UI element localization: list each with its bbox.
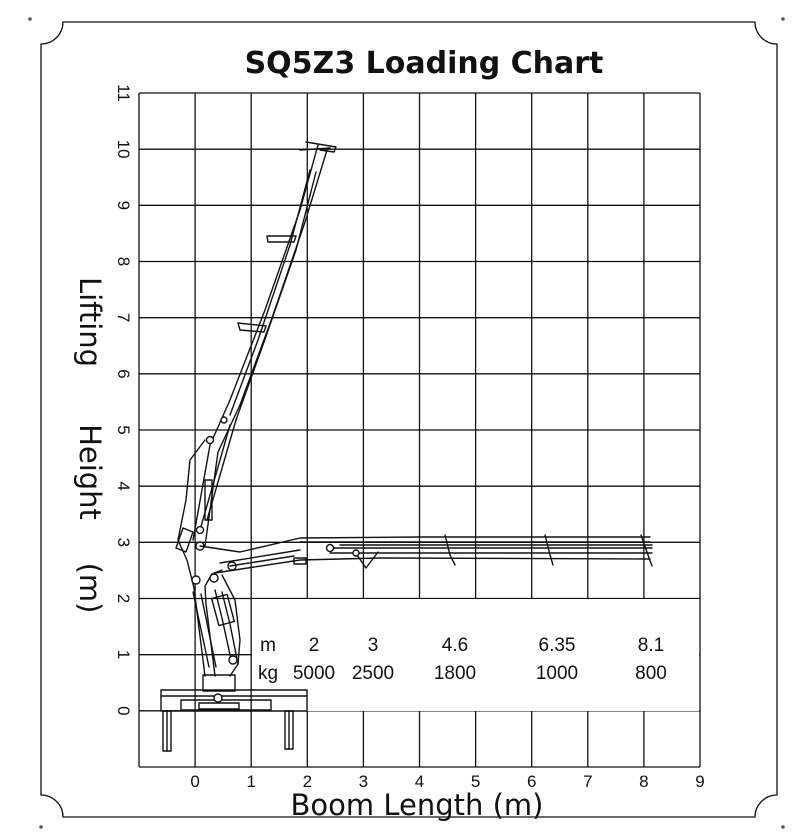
crane-base (160, 674, 308, 752)
y-tick-label: 5 (114, 425, 133, 434)
load-table-row-label: kg (258, 663, 278, 684)
y-tick-label: 11 (114, 84, 133, 102)
load-table-row-label: m (260, 635, 276, 656)
y-axis-label-line-2: Height (73, 424, 107, 520)
frame-rivet-br (781, 825, 785, 829)
load-table: m kg 2 5000 3 2500 4.6 1800 6.35 1000 8.1 800 (258, 635, 667, 684)
x-tick-label: 3 (359, 772, 368, 791)
frame-rivet-tl (28, 17, 32, 21)
y-axis-label-line-1: Lifting (73, 277, 107, 367)
x-tick-label: 4 (415, 772, 424, 791)
raised-boom (192, 141, 337, 547)
y-tick-label: 1 (114, 650, 133, 659)
y-tick-label: 4 (114, 481, 133, 490)
load-table-radius: 4.6 (442, 635, 468, 656)
crane-illustration (160, 141, 653, 752)
x-tick-label: 0 (190, 772, 199, 791)
y-tick-labels: 0 1 2 3 4 5 6 7 8 9 10 11 (114, 84, 133, 715)
x-tick-label: 8 (639, 772, 648, 791)
horizontal-boom (199, 534, 653, 574)
crane-column (175, 439, 241, 677)
y-tick-label: 7 (114, 313, 133, 322)
y-tick-label: 8 (114, 257, 133, 266)
load-table-radius: 2 (309, 635, 320, 656)
x-tick-labels: 0 1 2 3 4 5 6 7 8 9 (190, 772, 704, 791)
load-table-capacity: 1000 (536, 663, 578, 684)
load-table-capacity: 800 (635, 663, 667, 684)
x-axis-label: Boom Length (m) (291, 788, 544, 822)
chart-frame (40, 21, 778, 818)
y-tick-label: 3 (114, 538, 133, 547)
load-table-capacity: 5000 (293, 663, 335, 684)
load-table-radius: 8.1 (638, 635, 664, 656)
x-tick-label: 9 (695, 772, 704, 791)
chart-title: SQ5Z3 Loading Chart (245, 46, 604, 81)
load-table-panel (252, 599, 699, 711)
y-tick-label: 10 (114, 140, 133, 159)
y-tick-label: 0 (114, 706, 133, 715)
x-tick-label: 1 (246, 772, 255, 791)
load-table-radius: 3 (368, 635, 379, 656)
x-tick-label: 5 (471, 772, 480, 791)
y-axis-label: Lifting Height (m) (73, 277, 107, 614)
load-table-capacity: 2500 (352, 663, 394, 684)
y-tick-label: 6 (114, 369, 133, 378)
y-axis-label-line-3: (m) (73, 563, 107, 614)
frame-rivet-bl (39, 825, 43, 829)
load-table-capacity: 1800 (434, 663, 476, 684)
x-tick-label: 7 (583, 772, 592, 791)
y-tick-label: 9 (114, 201, 133, 210)
x-tick-label: 2 (303, 772, 312, 791)
load-table-radius: 6.35 (539, 635, 576, 656)
x-tick-label: 6 (527, 772, 536, 791)
y-tick-label: 2 (114, 594, 133, 603)
frame-rivet-tr (781, 17, 785, 21)
